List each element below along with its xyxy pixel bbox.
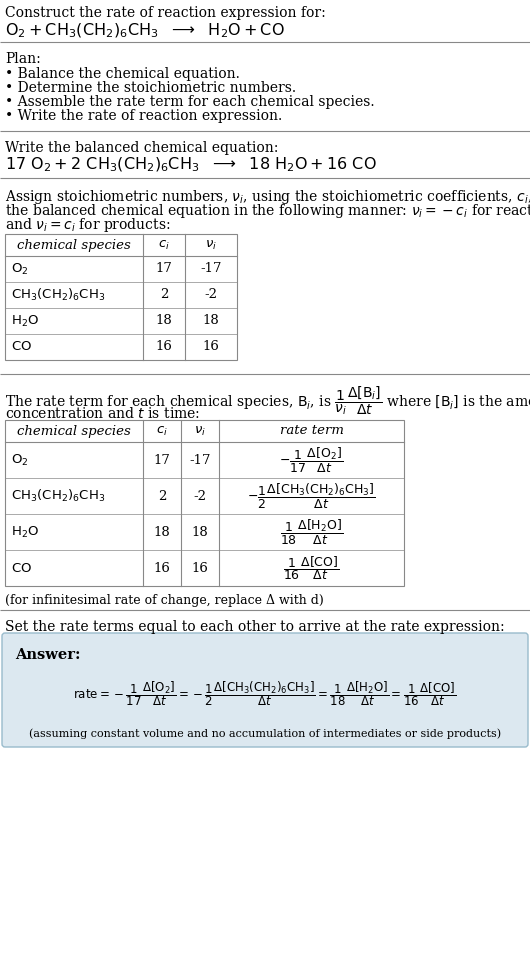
Text: Construct the rate of reaction expression for:: Construct the rate of reaction expressio… <box>5 6 326 20</box>
Text: • Assemble the rate term for each chemical species.: • Assemble the rate term for each chemic… <box>5 95 375 109</box>
Text: The rate term for each chemical species, $\mathrm{B}_i$, is $\dfrac{1}{\nu_i}\df: The rate term for each chemical species,… <box>5 384 530 417</box>
Text: $\mathrm{17\ O_2 + 2\ CH_3(CH_2)_6CH_3\ \ \longrightarrow\ \ 18\ H_2O + 16\ CO}$: $\mathrm{17\ O_2 + 2\ CH_3(CH_2)_6CH_3\ … <box>5 156 377 175</box>
Text: 18: 18 <box>202 314 219 328</box>
Text: $\mathrm{CO}$: $\mathrm{CO}$ <box>11 561 32 575</box>
Text: chemical species: chemical species <box>17 425 131 437</box>
Text: Answer:: Answer: <box>15 648 81 662</box>
Text: 17: 17 <box>156 263 172 275</box>
Bar <box>5 420 404 586</box>
Text: 17: 17 <box>154 454 171 467</box>
Text: Set the rate terms equal to each other to arrive at the rate expression:: Set the rate terms equal to each other t… <box>5 620 505 634</box>
Bar <box>5 234 237 360</box>
Text: $\mathrm{O_2 + CH_3(CH_2)_6CH_3\ \ \longrightarrow\ \ H_2O + CO}$: $\mathrm{O_2 + CH_3(CH_2)_6CH_3\ \ \long… <box>5 22 285 40</box>
Text: 18: 18 <box>192 525 208 539</box>
Text: $\mathrm{H_2O}$: $\mathrm{H_2O}$ <box>11 524 39 540</box>
Text: rate term: rate term <box>279 425 343 437</box>
Text: 16: 16 <box>191 561 208 575</box>
Text: Assign stoichiometric numbers, $\nu_i$, using the stoichiometric coefficients, $: Assign stoichiometric numbers, $\nu_i$, … <box>5 188 530 206</box>
Text: $\mathrm{O_2}$: $\mathrm{O_2}$ <box>11 262 29 276</box>
Text: -2: -2 <box>193 490 207 503</box>
Text: $\mathrm{O_2}$: $\mathrm{O_2}$ <box>11 453 29 468</box>
Text: the balanced chemical equation in the following manner: $\nu_i = -c_i$ for react: the balanced chemical equation in the fo… <box>5 202 530 220</box>
Text: Plan:: Plan: <box>5 52 41 66</box>
Text: $\mathrm{rate} = -\dfrac{1}{17}\dfrac{\Delta[\mathrm{O_2}]}{\Delta t}= -\dfrac{1: $\mathrm{rate} = -\dfrac{1}{17}\dfrac{\D… <box>73 679 457 709</box>
Text: -17: -17 <box>200 263 222 275</box>
Text: $\dfrac{1}{16}\dfrac{\Delta[\mathrm{CO}]}{\Delta t}$: $\dfrac{1}{16}\dfrac{\Delta[\mathrm{CO}]… <box>284 554 340 582</box>
Text: $\nu_i$: $\nu_i$ <box>194 425 206 437</box>
Text: $\nu_i$: $\nu_i$ <box>205 238 217 252</box>
Text: $\mathrm{CH_3(CH_2)_6CH_3}$: $\mathrm{CH_3(CH_2)_6CH_3}$ <box>11 287 105 304</box>
Text: $\mathrm{H_2O}$: $\mathrm{H_2O}$ <box>11 313 39 329</box>
FancyBboxPatch shape <box>2 633 528 747</box>
Text: $c_i$: $c_i$ <box>158 238 170 252</box>
Text: $-\dfrac{1}{17}\dfrac{\Delta[\mathrm{O_2}]}{\Delta t}$: $-\dfrac{1}{17}\dfrac{\Delta[\mathrm{O_2… <box>279 445 343 474</box>
Text: concentration and $t$ is time:: concentration and $t$ is time: <box>5 406 200 421</box>
Text: 16: 16 <box>156 341 172 353</box>
Text: -2: -2 <box>205 289 217 302</box>
Text: 16: 16 <box>202 341 219 353</box>
Text: $-\dfrac{1}{2}\dfrac{\Delta[\mathrm{CH_3(CH_2)_6CH_3}]}{\Delta t}$: $-\dfrac{1}{2}\dfrac{\Delta[\mathrm{CH_3… <box>247 481 376 510</box>
Text: • Balance the chemical equation.: • Balance the chemical equation. <box>5 67 240 81</box>
Text: $\mathrm{CO}$: $\mathrm{CO}$ <box>11 341 32 353</box>
Text: $\dfrac{1}{18}\dfrac{\Delta[\mathrm{H_2O}]}{\Delta t}$: $\dfrac{1}{18}\dfrac{\Delta[\mathrm{H_2O… <box>280 517 343 547</box>
Text: and $\nu_i = c_i$ for products:: and $\nu_i = c_i$ for products: <box>5 216 171 234</box>
Text: -17: -17 <box>189 454 211 467</box>
Text: 16: 16 <box>154 561 171 575</box>
Text: Write the balanced chemical equation:: Write the balanced chemical equation: <box>5 141 278 155</box>
Text: chemical species: chemical species <box>17 238 131 252</box>
Text: 18: 18 <box>154 525 170 539</box>
Text: 2: 2 <box>158 490 166 503</box>
Text: $c_i$: $c_i$ <box>156 425 168 437</box>
Text: 18: 18 <box>156 314 172 328</box>
Text: (assuming constant volume and no accumulation of intermediates or side products): (assuming constant volume and no accumul… <box>29 728 501 739</box>
Text: • Determine the stoichiometric numbers.: • Determine the stoichiometric numbers. <box>5 81 296 95</box>
Text: • Write the rate of reaction expression.: • Write the rate of reaction expression. <box>5 109 282 123</box>
Text: $\mathrm{CH_3(CH_2)_6CH_3}$: $\mathrm{CH_3(CH_2)_6CH_3}$ <box>11 488 105 504</box>
Text: (for infinitesimal rate of change, replace Δ with d): (for infinitesimal rate of change, repla… <box>5 594 324 607</box>
Text: 2: 2 <box>160 289 168 302</box>
